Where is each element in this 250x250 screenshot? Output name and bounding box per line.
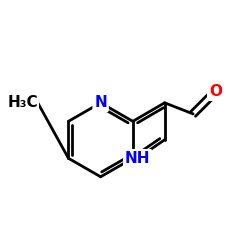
Text: H₃C: H₃C [7, 95, 38, 110]
Text: NH: NH [125, 151, 150, 166]
Text: N: N [94, 95, 107, 110]
Text: O: O [209, 84, 222, 99]
